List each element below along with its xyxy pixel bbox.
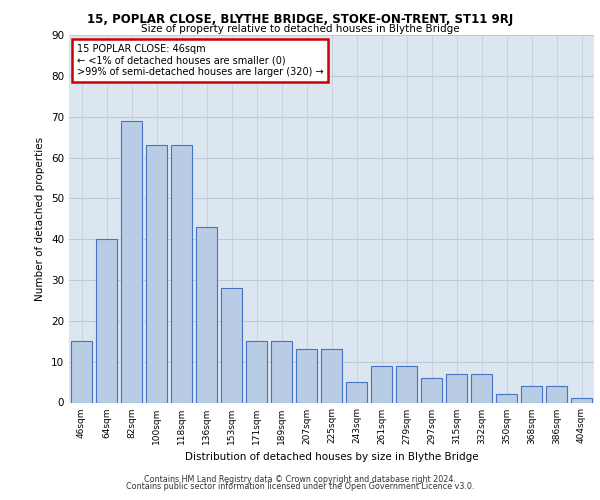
Bar bbox=[496, 394, 517, 402]
Bar bbox=[471, 374, 492, 402]
Text: 15 POPLAR CLOSE: 46sqm
← <1% of detached houses are smaller (0)
>99% of semi-det: 15 POPLAR CLOSE: 46sqm ← <1% of detached… bbox=[77, 44, 323, 78]
Bar bbox=[371, 366, 392, 403]
Text: 15, POPLAR CLOSE, BLYTHE BRIDGE, STOKE-ON-TRENT, ST11 9RJ: 15, POPLAR CLOSE, BLYTHE BRIDGE, STOKE-O… bbox=[87, 12, 513, 26]
Text: Size of property relative to detached houses in Blythe Bridge: Size of property relative to detached ho… bbox=[140, 24, 460, 34]
Y-axis label: Number of detached properties: Number of detached properties bbox=[35, 136, 46, 301]
Bar bbox=[196, 227, 217, 402]
Bar bbox=[146, 145, 167, 403]
Bar bbox=[546, 386, 567, 402]
Bar bbox=[71, 341, 92, 402]
Bar bbox=[271, 341, 292, 402]
Bar bbox=[171, 145, 192, 403]
Text: Contains public sector information licensed under the Open Government Licence v3: Contains public sector information licen… bbox=[126, 482, 474, 491]
Bar bbox=[296, 350, 317, 403]
Bar bbox=[446, 374, 467, 402]
X-axis label: Distribution of detached houses by size in Blythe Bridge: Distribution of detached houses by size … bbox=[185, 452, 478, 462]
Bar bbox=[571, 398, 592, 402]
Bar bbox=[521, 386, 542, 402]
Text: Contains HM Land Registry data © Crown copyright and database right 2024.: Contains HM Land Registry data © Crown c… bbox=[144, 474, 456, 484]
Bar bbox=[246, 341, 267, 402]
Bar bbox=[396, 366, 417, 403]
Bar bbox=[221, 288, 242, 403]
Bar bbox=[421, 378, 442, 402]
Bar bbox=[346, 382, 367, 402]
Bar bbox=[321, 350, 342, 403]
Bar bbox=[96, 239, 117, 402]
Bar bbox=[121, 120, 142, 402]
